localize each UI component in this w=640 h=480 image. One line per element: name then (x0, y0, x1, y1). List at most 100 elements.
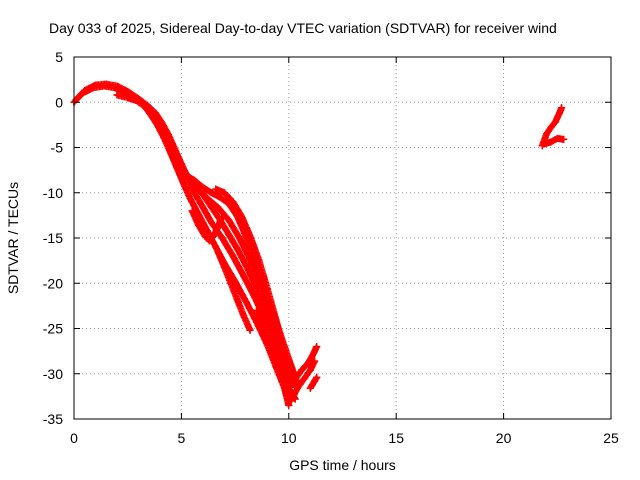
series-track-n (540, 134, 568, 148)
data-point (311, 377, 319, 385)
data-point (240, 272, 248, 280)
series-track-m (538, 104, 566, 150)
data-point (287, 397, 295, 405)
data-point (162, 129, 170, 137)
data-point (113, 91, 121, 99)
data-point (233, 296, 241, 304)
y-tick-label: -5 (51, 140, 64, 156)
y-tick-label: 0 (55, 94, 63, 110)
data-point (560, 135, 568, 143)
data-point (553, 134, 561, 142)
data-point (311, 357, 319, 365)
data-point (173, 164, 181, 172)
y-tick-label: 5 (55, 49, 63, 65)
data-point (210, 232, 218, 240)
data-point (212, 243, 220, 251)
data-point (195, 210, 203, 218)
data-point (308, 352, 316, 360)
data-point (229, 252, 237, 260)
axes: 0 5 10 15 20 25 -35 -30 -25 -20 -15 -10 -5 0 5 (43, 49, 619, 446)
series-track-k (287, 357, 319, 405)
data-point (547, 138, 555, 146)
data-point (81, 86, 89, 94)
data-point (291, 375, 299, 383)
grid (74, 57, 611, 419)
y-axis-label: SDTVAR / TECUs (5, 182, 21, 294)
data-point (235, 234, 243, 242)
data-point (214, 203, 222, 211)
data-point (298, 366, 306, 374)
x-axis-label: GPS time / hours (289, 457, 396, 473)
data-point (186, 194, 194, 202)
data-point (169, 144, 177, 151)
data-point (278, 370, 286, 378)
data-point (285, 401, 293, 409)
series-track-j (285, 343, 321, 392)
x-tick-label: 20 (496, 430, 512, 446)
y-tick-label: -15 (43, 230, 63, 246)
x-tick-label: 10 (281, 430, 297, 446)
data-point (263, 285, 271, 293)
data-point (246, 326, 254, 334)
data-point (199, 191, 207, 199)
data-point (540, 140, 548, 148)
data-point (102, 80, 110, 88)
y-tick-label: -30 (43, 366, 63, 382)
data-point (154, 115, 162, 123)
data-point (272, 355, 280, 363)
data-point (225, 216, 233, 224)
series-track-i (253, 306, 299, 403)
data-point (201, 232, 209, 240)
data-point (255, 256, 263, 264)
data-point (547, 124, 555, 132)
y-tick-label: -35 (43, 411, 63, 427)
data-point (188, 207, 196, 215)
data-point (265, 339, 273, 347)
data-point (205, 237, 213, 245)
data-point (272, 315, 280, 323)
data-point (306, 366, 314, 374)
data-point (253, 306, 261, 314)
data-point (242, 297, 250, 305)
data-point (558, 104, 566, 112)
data-point (285, 384, 293, 392)
data-point (212, 185, 220, 193)
data-point (555, 109, 563, 117)
data-point (218, 234, 226, 242)
series-track-h (214, 248, 254, 334)
series-track-l (306, 373, 321, 392)
data-point (145, 104, 153, 112)
data-point (551, 118, 559, 126)
data-point (218, 212, 226, 220)
x-tick-label: 25 (603, 430, 619, 446)
data-point (199, 203, 207, 211)
x-tick-label: 15 (388, 430, 404, 446)
data-point (216, 193, 224, 201)
y-tick-label: -20 (43, 275, 63, 291)
data-point (214, 248, 222, 256)
data-points (70, 80, 568, 409)
data-point (220, 263, 228, 271)
data-point (227, 279, 235, 287)
data-point (304, 359, 312, 367)
data-point (199, 183, 207, 191)
data-point (242, 261, 250, 269)
data-point (124, 94, 132, 102)
x-tick-label: 5 (178, 430, 186, 446)
data-point (238, 212, 246, 220)
data-point (91, 81, 99, 89)
data-point-markers (72, 80, 295, 391)
series-track-b (72, 80, 295, 391)
data-point (190, 176, 198, 184)
data-point (124, 87, 132, 95)
y-tick-label: -10 (43, 185, 63, 201)
x-tick-label: 0 (70, 430, 78, 446)
data-point (180, 180, 188, 188)
data-point (195, 221, 203, 229)
data-point (250, 279, 258, 287)
data-point (113, 82, 121, 90)
data-point (250, 293, 258, 301)
data-point (306, 384, 314, 392)
data-point (190, 189, 198, 197)
